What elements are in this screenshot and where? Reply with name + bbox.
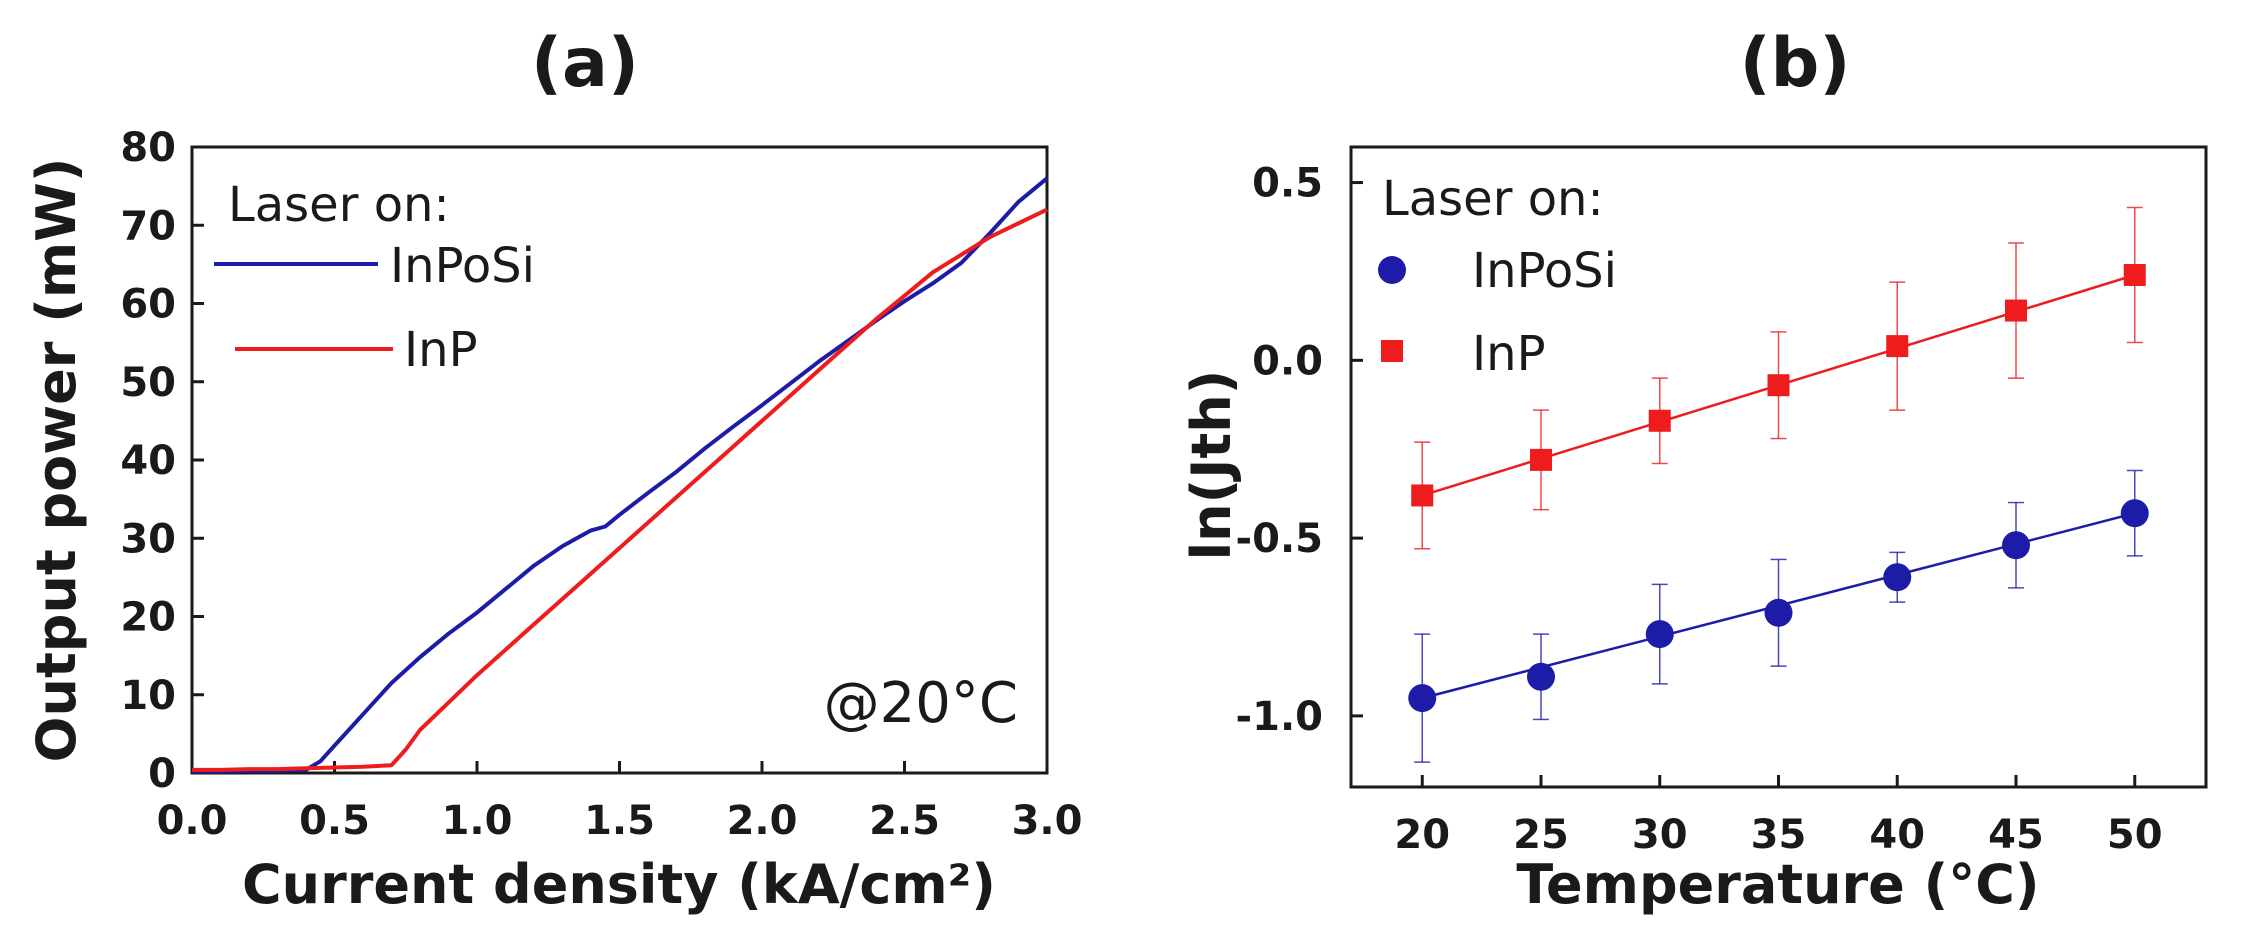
panel-a-y-tick-label: 30 (120, 516, 176, 562)
panel-a-series-line-inposi (192, 176, 1049, 774)
panel-a-y-tick-label: 40 (120, 438, 176, 484)
panel-a-y-tick-label: 10 (120, 673, 176, 719)
panel-b-x-axis-title: Temperature (°C) (1516, 853, 2039, 916)
panel-b-point-inp (1767, 374, 1790, 397)
panel-a-legend-label-inposi: InPoSi (390, 238, 535, 294)
panel-a-x-tick-label: 3.0 (1012, 798, 1083, 844)
panel-b-legend-marker-inp (1381, 340, 1403, 362)
panel-b-legend-title: Laser on: (1382, 171, 1604, 227)
panel-b-y-axis-title: ln(Jth) (1180, 370, 1243, 561)
panel-a-y-tick-label: 50 (120, 360, 176, 406)
panel-b-y-tick-label: -0.5 (1236, 516, 1323, 562)
panel-b-point-inposi (2120, 499, 2149, 528)
panel-a-y-tick-label: 70 (120, 203, 176, 249)
panel-b: 20 25 30 35 40 45 50 -1.0 -0.5 0.0 0.5 Temperature… (1180, 145, 2208, 916)
panel-a-x-tick-label: 0.0 (157, 798, 228, 844)
panel-a-temperature-annotation: @20°C (824, 671, 1018, 736)
panel-b-x-tick-label: 35 (1751, 812, 1807, 858)
panel-a-y-axis-title: Output power (mW) (25, 158, 88, 763)
panel-b-point-inposi (1645, 620, 1674, 649)
panel-a-x-tick-label: 1.5 (584, 798, 655, 844)
panel-b-point-inp (2005, 299, 2027, 322)
panel-b-legend-label-inp: InP (1472, 326, 1546, 382)
panel-a-legend-title: Laser on: (228, 177, 450, 233)
panel-a-legend-label-inp: InP (404, 322, 478, 378)
panel-b-point-inposi (1527, 662, 1555, 691)
panel-b-point-inposi (1883, 563, 1912, 592)
panel-b-point-inp (1886, 335, 1909, 358)
panel-a: 0.0 0.5 1.0 1.5 2.0 2.5 3.0 0 10 20 30 40 50 60 70 80 C… (25, 125, 1082, 916)
panel-b-legend-marker-inposi (1378, 256, 1406, 284)
panel-b-point-inp (1411, 484, 1434, 507)
panel-a-y-tick-label: 80 (120, 125, 176, 171)
panel-b-x-tick-label: 20 (1394, 812, 1450, 858)
panel-b-series (1408, 206, 2149, 763)
panel-b-point-inp (1530, 448, 1552, 471)
panel-b-label: (b) (1740, 24, 1851, 103)
panel-a-y-tick-label: 60 (120, 282, 176, 328)
panel-a-label: (a) (531, 24, 639, 103)
panel-b-y-tick-label: -1.0 (1236, 694, 1323, 740)
panel-b-point-inposi (1764, 598, 1793, 627)
panel-b-point-inposi (1408, 684, 1437, 713)
panel-a-x-tick-label: 2.0 (727, 798, 798, 844)
panel-a-x-tick-label: 1.0 (442, 798, 513, 844)
panel-b-point-inposi (2002, 531, 2030, 560)
panel-b-point-inp (2123, 264, 2146, 286)
panel-a-x-tick-label: 0.5 (299, 798, 370, 844)
panel-b-x-tick-label: 40 (1869, 812, 1925, 858)
panel-a-series-line-inp (192, 207, 1048, 772)
panel-b-point-inp (1648, 409, 1671, 432)
panel-b-y-tick-label: 0.0 (1252, 338, 1323, 384)
panel-a-x-axis-title: Current density (kA/cm²) (242, 853, 996, 916)
panel-a-y-tick-label: 0 (148, 751, 176, 797)
panel-b-x-tick-label: 25 (1513, 812, 1569, 858)
panel-b-x-tick-label: 45 (1988, 812, 2044, 858)
panel-a-x-tick-label: 2.5 (869, 798, 940, 844)
panel-b-ticks: 20 25 30 35 40 45 50 -1.0 -0.5 0.0 0.5 (1236, 161, 2163, 858)
panel-a-series (192, 176, 1049, 774)
panel-b-x-tick-label: 30 (1632, 812, 1688, 858)
panel-a-ticks: 0.0 0.5 1.0 1.5 2.0 2.5 3.0 0 10 20 30 40 50 60 70 80 (120, 125, 1082, 844)
panel-b-x-tick-label: 50 (2107, 812, 2163, 858)
panel-a-y-tick-label: 20 (120, 595, 176, 641)
panel-b-legend-label-inposi: InPoSi (1472, 243, 1617, 299)
panel-b-y-tick-label: 0.5 (1252, 161, 1323, 207)
